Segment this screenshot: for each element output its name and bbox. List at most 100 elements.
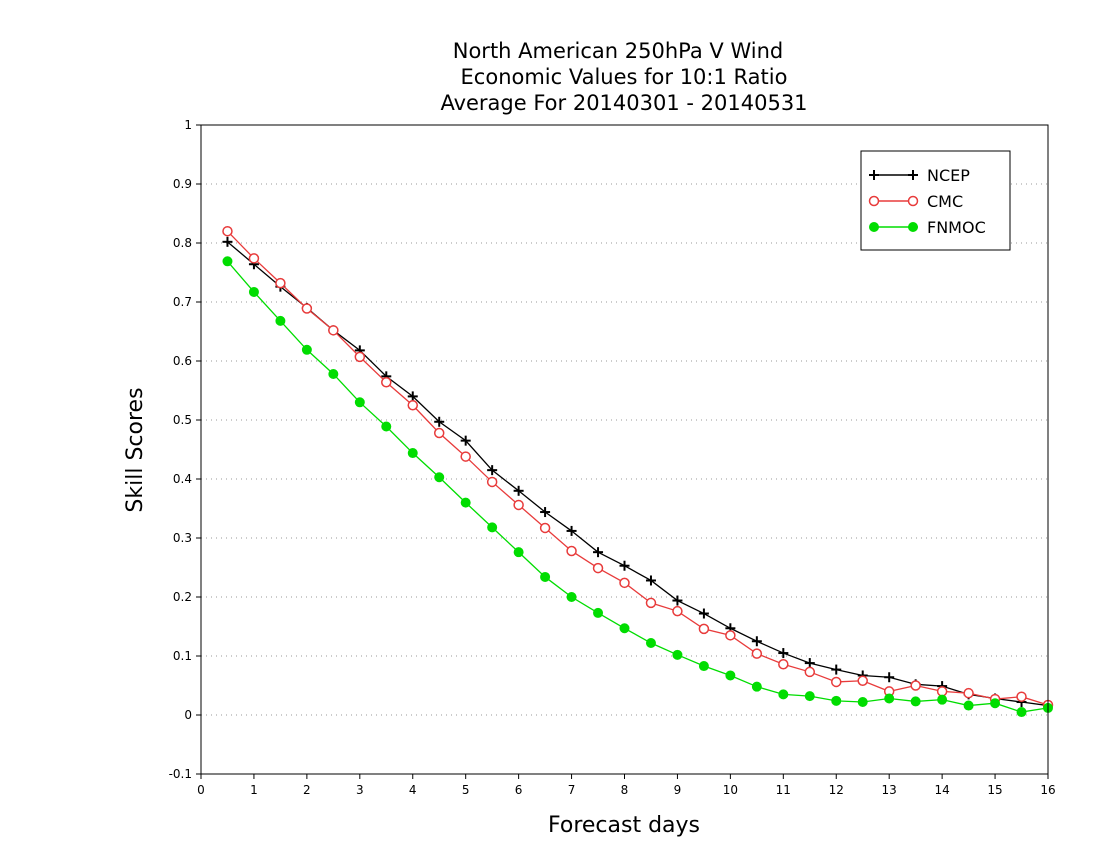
data-point-cmc — [857, 675, 868, 687]
data-point-ncep — [778, 648, 789, 659]
data-point-ncep — [751, 636, 762, 647]
data-point-fnmoc — [354, 397, 365, 408]
data-point-fnmoc — [248, 286, 259, 297]
data-point-ncep — [540, 507, 551, 518]
data-point-ncep — [222, 236, 233, 247]
y-tick-label: 1 — [184, 118, 192, 132]
data-point-cmc — [698, 623, 710, 635]
y-tick-label: -0.1 — [169, 767, 192, 781]
title-line-2: Economic Values for 10:1 Ratio — [461, 65, 788, 89]
x-tick-label: 10 — [723, 783, 738, 797]
legend-marker — [869, 170, 879, 180]
x-tick-label: 13 — [882, 783, 897, 797]
data-point-cmc — [328, 325, 339, 336]
data-point-cmc — [804, 666, 816, 678]
y-tick-label: 0.6 — [173, 354, 192, 368]
legend-label: FNMOC — [927, 218, 986, 237]
data-point-cmc — [963, 687, 974, 699]
data-point-ncep — [619, 560, 630, 571]
x-tick-label: 0 — [197, 783, 205, 797]
y-tick-label: 0.1 — [173, 649, 192, 663]
data-point-fnmoc — [857, 697, 868, 708]
data-point-fnmoc — [804, 691, 815, 702]
x-tick-label: 2 — [303, 783, 311, 797]
data-point-cmc — [248, 253, 260, 264]
x-tick-label: 16 — [1040, 783, 1055, 797]
data-point-ncep — [672, 595, 683, 606]
gridlines — [201, 183, 1048, 716]
data-point-cmc — [301, 303, 313, 314]
data-point-fnmoc — [645, 638, 656, 649]
data-point-cmc — [486, 476, 498, 488]
y-tick-label: 0.2 — [173, 590, 192, 604]
data-point-ncep — [460, 435, 471, 446]
data-series — [222, 225, 1054, 718]
x-tick-label: 8 — [621, 783, 629, 797]
data-point-ncep — [804, 658, 815, 669]
x-tick-label: 11 — [776, 783, 791, 797]
data-point-ncep — [487, 465, 498, 476]
data-point-cmc — [778, 659, 789, 670]
y-tick-label: 0 — [184, 708, 192, 722]
data-point-cmc — [645, 597, 657, 609]
y-axis: -0.1 0 0.1 0.2 0.3 0.4 0.5 0.6 0.7 0.8 0.9 1 — [169, 118, 201, 781]
data-point-cmc — [354, 351, 366, 363]
data-point-fnmoc — [407, 448, 418, 459]
data-point-ncep — [593, 547, 604, 558]
data-point-fnmoc — [751, 681, 762, 692]
data-point-fnmoc — [275, 315, 286, 326]
legend-item-ncep: NCEP — [869, 166, 970, 185]
legend-label: CMC — [927, 192, 963, 211]
y-tick-label: 0.5 — [173, 413, 192, 427]
legend-marker — [869, 222, 879, 232]
data-point-cmc — [1016, 691, 1027, 702]
y-tick-label: 0.4 — [173, 472, 192, 486]
x-tick-label: 14 — [934, 783, 949, 797]
data-point-ncep — [831, 664, 842, 675]
data-point-cmc — [222, 225, 233, 237]
data-point-fnmoc — [831, 695, 842, 706]
data-point-fnmoc — [963, 700, 974, 711]
x-axis-title: Forecast days — [548, 813, 700, 838]
data-point-fnmoc — [222, 256, 233, 267]
data-point-cmc — [831, 676, 842, 688]
series-line-cmc — [227, 230, 1049, 706]
x-tick-label: 1 — [250, 783, 258, 797]
data-point-cmc — [672, 605, 683, 617]
data-point-fnmoc — [460, 497, 471, 508]
y-tick-label: 0.9 — [173, 177, 192, 191]
data-point-fnmoc — [434, 472, 445, 483]
chart-title: North American 250hPa V Wind Economic Va… — [440, 39, 807, 115]
legend-marker — [868, 195, 880, 207]
series-cmc — [222, 225, 1054, 711]
data-point-ncep — [434, 416, 445, 427]
data-point-fnmoc — [990, 698, 1001, 709]
x-tick-label: 6 — [515, 783, 523, 797]
x-tick-label: 4 — [409, 783, 417, 797]
legend-item-fnmoc: FNMOC — [869, 218, 986, 237]
title-line-1: North American 250hPa V Wind — [453, 39, 784, 63]
data-point-cmc — [566, 545, 577, 557]
series-fnmoc — [222, 256, 1053, 718]
data-point-fnmoc — [381, 421, 392, 432]
legend-marker — [908, 170, 918, 180]
data-point-cmc — [433, 427, 445, 439]
y-axis-title: Skill Scores — [123, 387, 148, 512]
data-point-fnmoc — [725, 670, 736, 681]
data-point-ncep — [698, 608, 709, 619]
data-point-fnmoc — [540, 571, 551, 582]
data-point-fnmoc — [698, 661, 709, 672]
data-point-cmc — [381, 376, 392, 388]
data-point-fnmoc — [487, 522, 498, 533]
legend-marker — [908, 222, 918, 232]
y-tick-label: 0.3 — [173, 531, 192, 545]
x-tick-label: 15 — [987, 783, 1002, 797]
data-point-cmc — [936, 686, 948, 697]
data-point-cmc — [513, 499, 524, 511]
data-point-fnmoc — [672, 649, 683, 660]
series-line-fnmoc — [226, 260, 1049, 713]
x-tick-label: 7 — [568, 783, 576, 797]
data-point-fnmoc — [884, 693, 895, 704]
data-point-fnmoc — [593, 607, 604, 618]
